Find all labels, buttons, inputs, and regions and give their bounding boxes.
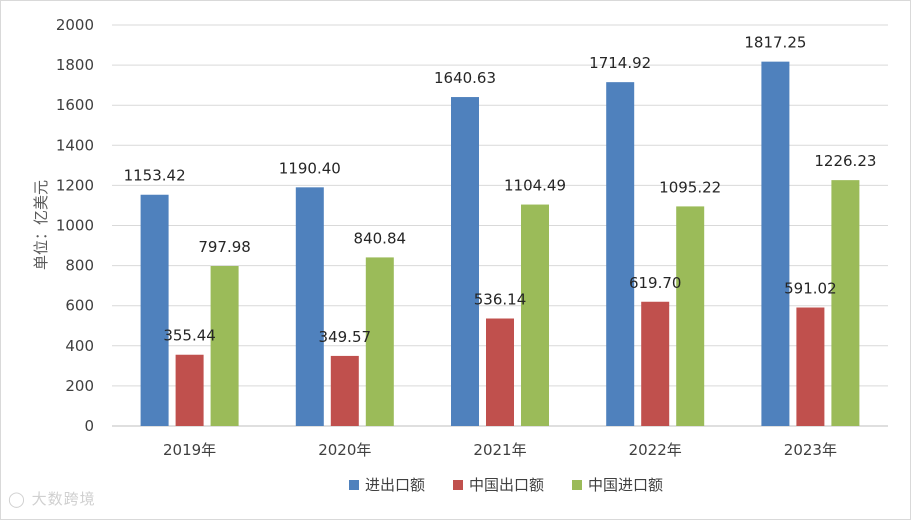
y-tick-label: 1200 xyxy=(56,176,94,194)
x-tick-label: 2023年 xyxy=(784,441,837,459)
y-axis-ticks: 0 200 400 600 800 1000 1200 1400 1600 1800 2000 xyxy=(56,16,94,435)
bar xyxy=(676,206,705,426)
y-tick-label: 1000 xyxy=(56,217,94,235)
data-label: 1640.63 xyxy=(434,69,496,87)
bar xyxy=(641,301,670,426)
bar xyxy=(330,355,359,426)
x-tick-label: 2020年 xyxy=(318,441,371,459)
data-label: 1153.42 xyxy=(124,167,186,185)
x-tick-label: 2019年 xyxy=(163,441,216,459)
data-label: 619.70 xyxy=(629,274,682,292)
data-label: 1190.40 xyxy=(279,159,341,177)
x-tick-label: 2022年 xyxy=(629,441,682,459)
data-label: 1104.49 xyxy=(504,177,566,195)
data-label: 591.02 xyxy=(784,280,837,298)
bar xyxy=(175,354,204,426)
x-axis-ticks: 2019年 2020年 2021年 2022年 2023年 xyxy=(163,441,837,459)
y-tick-label: 1400 xyxy=(56,136,94,154)
data-label: 1817.25 xyxy=(744,34,806,52)
y-tick-label: 2000 xyxy=(56,16,94,34)
data-label: 1095.22 xyxy=(659,178,721,196)
gridlines xyxy=(112,24,888,427)
y-tick-label: 1600 xyxy=(56,96,94,114)
watermark-text: 大数跨境 xyxy=(31,490,96,508)
y-tick-label: 1800 xyxy=(56,56,94,74)
bar xyxy=(295,187,324,426)
data-label: 1714.92 xyxy=(589,54,651,72)
bar xyxy=(365,257,394,426)
bar xyxy=(796,307,825,426)
data-label: 536.14 xyxy=(474,291,527,309)
legend-label: 中国出口额 xyxy=(469,476,544,494)
legend-label: 进出口额 xyxy=(365,476,425,494)
bar xyxy=(761,61,790,426)
data-label: 349.57 xyxy=(319,328,372,346)
data-label: 355.44 xyxy=(163,327,216,345)
x-tick-label: 2021年 xyxy=(473,441,526,459)
legend-label: 中国进口额 xyxy=(588,476,663,494)
bars xyxy=(140,61,860,427)
data-label: 797.98 xyxy=(198,238,251,256)
watermark: ◯ 大数跨境 xyxy=(8,488,96,509)
bar xyxy=(140,194,169,426)
y-tick-label: 600 xyxy=(65,297,94,315)
bar xyxy=(451,97,479,427)
data-label: 1226.23 xyxy=(814,152,876,170)
watermark-icon: ◯ xyxy=(8,490,26,508)
legend-swatch xyxy=(572,480,582,490)
bar xyxy=(831,180,860,426)
y-axis-label: 单位：亿美元 xyxy=(32,180,50,270)
y-tick-label: 800 xyxy=(65,257,94,275)
bar xyxy=(210,266,239,426)
y-tick-label: 0 xyxy=(84,417,94,435)
bar xyxy=(606,82,635,426)
legend: 进出口额 中国出口额 中国进口额 xyxy=(349,476,663,494)
y-tick-label: 400 xyxy=(65,337,94,355)
bar xyxy=(486,318,514,426)
legend-swatch xyxy=(453,480,463,490)
legend-swatch xyxy=(349,480,359,490)
bar xyxy=(521,204,549,426)
data-label: 840.84 xyxy=(354,229,407,247)
y-tick-label: 200 xyxy=(65,377,94,395)
data-labels: 1153.42 355.44 797.98 1190.40 349.57 840.84 16… xyxy=(124,34,877,346)
